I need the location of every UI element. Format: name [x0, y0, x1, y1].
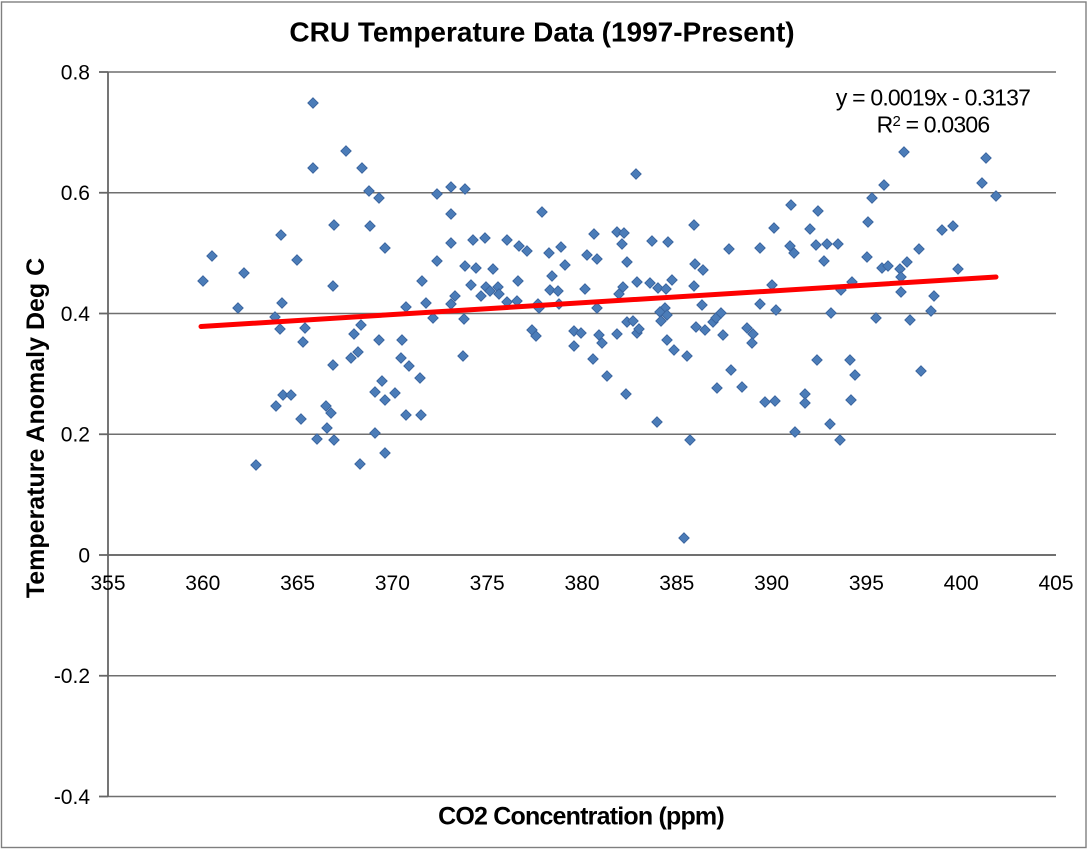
svg-text:CRU Temperature Data (1997-Pre: CRU Temperature Data (1997-Present): [289, 17, 794, 48]
svg-text:405: 405: [1038, 572, 1073, 595]
svg-text:-0.2: -0.2: [54, 665, 90, 688]
svg-text:355: 355: [90, 572, 125, 595]
svg-text:395: 395: [849, 572, 884, 595]
svg-text:380: 380: [564, 572, 599, 595]
svg-text:0.4: 0.4: [61, 303, 91, 326]
svg-text:360: 360: [185, 572, 220, 595]
svg-text:385: 385: [659, 572, 694, 595]
svg-text:Temperature Anomaly Deg C: Temperature Anomaly Deg C: [22, 258, 50, 598]
svg-text:370: 370: [375, 572, 410, 595]
svg-text:y = 0.0019x - 0.3137: y = 0.0019x - 0.3137: [836, 85, 1030, 111]
svg-text:0.8: 0.8: [61, 61, 90, 84]
svg-text:400: 400: [944, 572, 979, 595]
svg-text:-0.4: -0.4: [54, 786, 91, 809]
svg-text:0.2: 0.2: [61, 424, 90, 447]
svg-text:365: 365: [280, 572, 315, 595]
svg-text:390: 390: [754, 572, 789, 595]
svg-text:375: 375: [470, 572, 505, 595]
svg-text:0.6: 0.6: [61, 182, 90, 205]
svg-text:CO2 Concentration (ppm): CO2 Concentration (ppm): [438, 803, 724, 831]
svg-text:0: 0: [78, 544, 90, 567]
